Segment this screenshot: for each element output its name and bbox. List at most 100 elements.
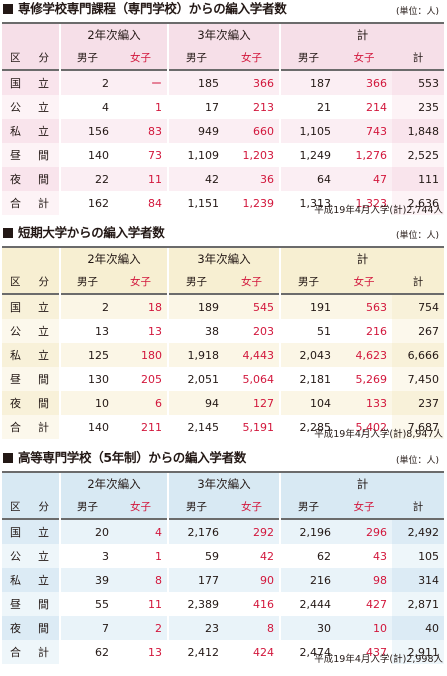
female-header: 女子: [336, 269, 393, 294]
table-row-total: 合計 62 13 2,412 424 2,474 437 2,911: [2, 640, 445, 664]
male-header: 男子: [279, 494, 337, 519]
category-header-a: 区: [10, 51, 21, 64]
row-label-a: 国: [10, 301, 21, 314]
table-cell: 2,412: [167, 640, 225, 664]
section-1: 専修学校専門課程（専門学校）からの編入学者数 (単位：人) 2年次編入 3年次編入計区…: [0, 0, 447, 222]
table-cell: 545: [224, 293, 281, 319]
table-cell: 104: [279, 391, 337, 415]
table-cell: 133: [336, 391, 393, 415]
table-cell: 7: [59, 616, 114, 640]
table-cell: 21: [279, 95, 337, 119]
row-label-b: 間: [38, 397, 49, 410]
square-bullet-icon: [3, 453, 13, 463]
header-corner: [2, 22, 60, 45]
row-label: 私立: [2, 119, 60, 143]
table-row-evening: 夜間 10 6 94 127 104 133 237: [2, 391, 445, 415]
table-cell: 416: [224, 592, 281, 616]
section-title: 高等専門学校（5年制）からの編入学者数: [3, 449, 246, 467]
row-label-b: 立: [38, 349, 49, 362]
table-cell: 6: [114, 391, 169, 415]
table-cell: 177: [167, 568, 225, 592]
table-cell: 205: [114, 367, 169, 391]
unit-label: (単位：人): [395, 231, 439, 241]
table-cell: 17: [167, 95, 225, 119]
category-header: 区分: [2, 269, 60, 294]
table-cell: 62: [279, 544, 337, 568]
table-cell: 42: [167, 167, 225, 191]
table-cell: 1,323: [336, 191, 393, 215]
table-cell: 1: [114, 95, 169, 119]
table-row-national: 国立 20 4 2,176 292 2,196 296 2,492: [2, 518, 445, 544]
table-cell: 51: [279, 319, 337, 343]
row-label: 公立: [2, 95, 60, 119]
row-label-b: 間: [38, 173, 49, 186]
table-cell: 1,151: [167, 191, 225, 215]
row-label-a: 昼: [10, 598, 21, 611]
table-cell: 125: [59, 343, 114, 367]
table-cell: 55: [59, 592, 114, 616]
table-row-national: 国立 2 ー 185 366 187 366 553: [2, 69, 445, 95]
row-label: 夜間: [2, 391, 60, 415]
table-cell: 4,623: [336, 343, 393, 367]
enrollment-note: 平成19年4月入学(計)2,744人: [314, 205, 443, 216]
table-row-total: 合計 162 84 1,151 1,239 1,313 1,323 2,636: [2, 191, 445, 215]
table-cell: 1,203: [224, 143, 281, 167]
table-cell: 2,492: [392, 518, 445, 544]
table-cell: 83: [114, 119, 169, 143]
table-cell: 2,911: [392, 640, 445, 664]
row-label-b: 立: [38, 574, 49, 587]
row-label: 国立: [2, 69, 60, 95]
table-cell: 1,239: [224, 191, 281, 215]
table-cell: 216: [336, 319, 393, 343]
table-row-private: 私立 125 180 1,918 4,443 2,043 4,623 6,666: [2, 343, 445, 367]
row-label: 国立: [2, 518, 60, 544]
table-cell: 20: [59, 518, 114, 544]
table-row-daytime: 昼間 130 205 2,051 5,064 2,181 5,269 7,450: [2, 367, 445, 391]
table-cell: 237: [392, 391, 445, 415]
table-cell: 98: [336, 568, 393, 592]
table-cell: 162: [59, 191, 114, 215]
data-table: 2年次編入 3年次編入計区分男子 女子 男子 女子 男子 女子計国立 20 4 2,176 292 2…: [2, 471, 445, 664]
table-cell: 2,285: [279, 415, 337, 439]
row-label-b: 立: [38, 301, 49, 314]
table-cell: 73: [114, 143, 169, 167]
row-label-b: 計: [38, 646, 49, 659]
table-cell: 8: [224, 616, 281, 640]
table-cell: 185: [167, 69, 225, 95]
section-title-text: 短期大学からの編入学者数: [18, 225, 165, 240]
table-cell: 1,249: [279, 143, 337, 167]
group-header-total: 計: [279, 246, 445, 269]
table-row-public: 公立 3 1 59 42 62 43 105: [2, 544, 445, 568]
row-label: 昼間: [2, 143, 60, 167]
table-cell: 156: [59, 119, 114, 143]
row-label-b: 立: [38, 550, 49, 563]
table-cell: 11: [114, 167, 169, 191]
total-header: 計: [392, 269, 445, 294]
row-label: 昼間: [2, 367, 60, 391]
row-label: 夜間: [2, 616, 60, 640]
row-label-b: 立: [38, 125, 49, 138]
group-header-total: 計: [279, 471, 445, 494]
table-cell: 1,105: [279, 119, 337, 143]
female-header: 女子: [224, 45, 281, 70]
table-cell: 427: [336, 592, 393, 616]
row-label: 合計: [2, 415, 60, 439]
male-header: 男子: [59, 45, 114, 70]
unit-label: (単位：人): [395, 7, 439, 17]
table-cell: 553: [392, 69, 445, 95]
table-cell: 2,474: [279, 640, 337, 664]
row-label: 合計: [2, 191, 60, 215]
table-cell: 7,450: [392, 367, 445, 391]
row-label-b: 立: [38, 526, 49, 539]
category-header: 区分: [2, 494, 60, 519]
table-cell: 130: [59, 367, 114, 391]
table-row-public: 公立 4 1 17 213 21 214 235: [2, 95, 445, 119]
table-row-total: 合計 140 211 2,145 5,191 2,285 5,402 7,687: [2, 415, 445, 439]
table-cell: 2,181: [279, 367, 337, 391]
table-cell: 2: [59, 69, 114, 95]
row-label-a: 夜: [10, 397, 21, 410]
table-cell: 1: [114, 544, 169, 568]
table-cell: 563: [336, 293, 393, 319]
row-label-b: 立: [38, 325, 49, 338]
male-header: 男子: [167, 494, 225, 519]
